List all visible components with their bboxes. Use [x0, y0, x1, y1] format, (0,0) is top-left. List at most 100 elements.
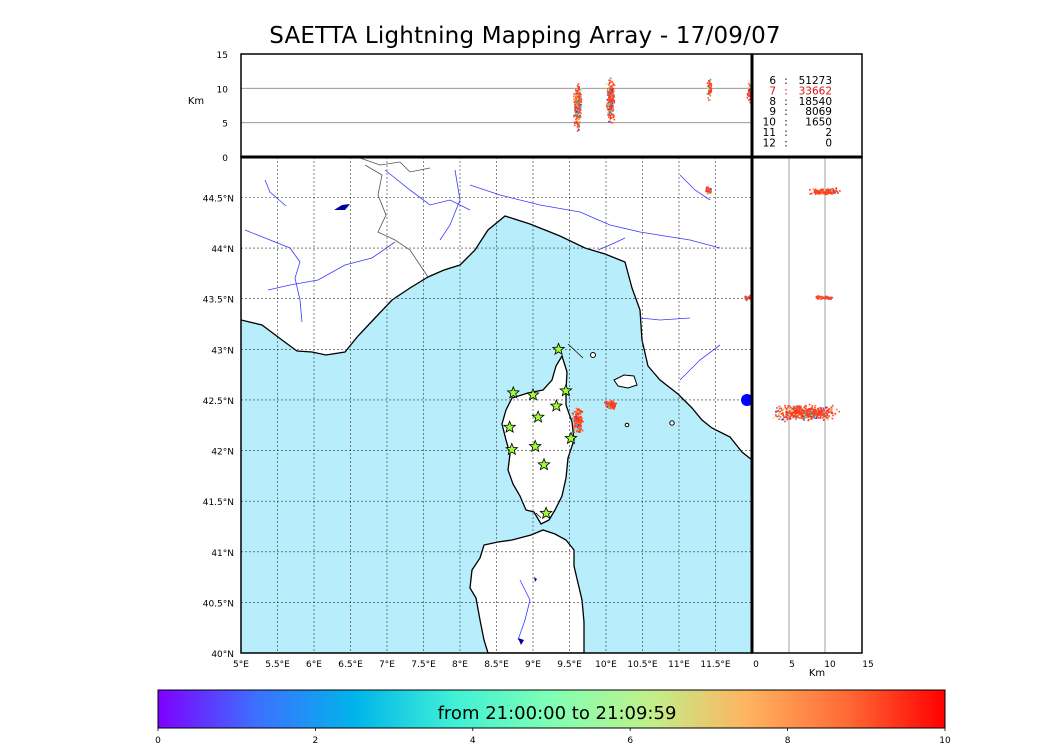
- count-sep: :: [784, 137, 788, 149]
- lightning-source-side: [805, 416, 808, 419]
- lightning-source-side: [822, 416, 824, 419]
- lightning-source-altitude: [577, 86, 579, 89]
- lightning-source-altitude: [748, 82, 750, 85]
- lightning-source-side: [789, 415, 792, 417]
- lightning-source-side: [803, 408, 805, 410]
- lightning-source-map: [580, 411, 583, 413]
- lightning-source-side: [818, 189, 821, 192]
- lightning-source-map: [608, 406, 610, 408]
- lightning-source-side: [776, 415, 778, 418]
- lightning-source-side: [815, 414, 818, 417]
- lightning-source-side: [796, 412, 799, 414]
- lightning-source-altitude: [580, 112, 582, 115]
- lat-tick-label: 44°N: [211, 245, 234, 255]
- lightning-source-altitude: [577, 108, 579, 111]
- lightning-source-side: [825, 412, 828, 414]
- lightning-source-map: [575, 415, 578, 418]
- lightning-source-altitude: [576, 109, 578, 111]
- lightning-source-altitude: [706, 93, 708, 95]
- altitude-ylabel: Km: [188, 96, 204, 107]
- lightning-source-altitude: [609, 121, 612, 123]
- lightning-source-side: [805, 405, 807, 407]
- colorbar-tick-label: 2: [313, 736, 319, 746]
- lightning-source-altitude: [607, 112, 610, 114]
- cap-corse-line: [567, 343, 584, 359]
- lat-tick-label: 42°N: [211, 448, 234, 458]
- lightning-source-side: [802, 412, 804, 414]
- lightning-source-side: [801, 414, 803, 416]
- lightning-source-side: [783, 416, 786, 418]
- lightning-source-side: [802, 416, 804, 419]
- lon-tick-label: 11°E: [668, 660, 690, 670]
- lightning-source-side: [821, 189, 824, 191]
- lightning-source-altitude: [606, 83, 608, 85]
- lightning-source-map: [576, 408, 579, 411]
- lightning-source-map: [574, 419, 577, 422]
- lightning-source-side: [815, 296, 818, 299]
- corsica-island: [501, 354, 575, 525]
- lightning-source-side: [808, 408, 810, 410]
- lightning-source-altitude: [573, 121, 576, 124]
- lightning-source-altitude: [611, 89, 613, 91]
- lightning-source-altitude: [608, 113, 610, 115]
- lightning-source-side: [815, 192, 817, 195]
- lightning-source-altitude: [607, 106, 609, 109]
- lightning-source-altitude: [749, 94, 752, 97]
- lightning-source-altitude: [609, 106, 611, 109]
- lightning-source-altitude: [708, 81, 711, 83]
- count-key: 8: [769, 96, 776, 108]
- station-star: [559, 383, 573, 397]
- lightning-source-side: [826, 414, 828, 417]
- lightning-source-map: [747, 297, 750, 299]
- lightning-source-side: [798, 417, 801, 419]
- lightning-source-side: [815, 190, 817, 193]
- lightning-source-altitude: [575, 91, 578, 93]
- lightning-source-altitude: [610, 96, 613, 98]
- lightning-source-map: [577, 423, 580, 426]
- lightning-source-altitude: [609, 111, 612, 113]
- lightning-source-altitude: [575, 110, 578, 112]
- lightning-source-map: [705, 187, 708, 190]
- lightning-source-side: [829, 298, 831, 300]
- lightning-source-side: [805, 415, 807, 418]
- lightning-source-map: [577, 413, 579, 416]
- lightning-source-side: [809, 410, 811, 413]
- lightning-source-altitude: [577, 117, 580, 120]
- lightning-source-side: [827, 187, 829, 190]
- lightning-source-side: [838, 410, 841, 413]
- lake-geneva: [334, 204, 350, 210]
- lon-tick-label: 5.5°E: [265, 660, 290, 670]
- lightning-source-altitude: [749, 92, 751, 95]
- lightning-source-side: [805, 412, 807, 414]
- lightning-source-altitude: [749, 101, 751, 104]
- lightning-source-side: [814, 410, 816, 413]
- lightning-source-altitude: [578, 100, 581, 102]
- lightning-source-altitude: [606, 103, 608, 105]
- lightning-source-altitude: [611, 113, 614, 116]
- lightning-source-altitude: [576, 114, 578, 116]
- lightning-source-altitude: [613, 102, 616, 104]
- lightning-source-altitude: [577, 92, 580, 95]
- lightning-source-altitude: [578, 129, 580, 131]
- lightning-source-side: [794, 410, 797, 412]
- lightning-source-altitude: [577, 124, 579, 126]
- lightning-source-altitude: [576, 130, 579, 132]
- lightning-source-map: [574, 429, 577, 431]
- lightning-source-altitude: [708, 82, 710, 84]
- lightning-source-map: [613, 402, 615, 404]
- lightning-source-map: [578, 429, 581, 431]
- lightning-source-altitude: [613, 84, 616, 86]
- lightning-source-altitude: [609, 85, 612, 88]
- lightning-source-side: [791, 407, 794, 410]
- lightning-source-side: [782, 409, 784, 411]
- lat-tick-label: 42.5°N: [203, 397, 234, 407]
- lightning-source-side: [828, 408, 831, 410]
- lightning-source-altitude: [578, 92, 581, 94]
- lightning-source-side: [778, 407, 781, 410]
- lightning-source-altitude: [610, 101, 612, 103]
- lightning-source-altitude: [609, 79, 611, 82]
- lightning-source-map: [579, 424, 582, 427]
- lightning-source-map: [580, 425, 582, 428]
- lightning-source-altitude: [707, 85, 709, 87]
- lightning-source-altitude: [610, 109, 613, 111]
